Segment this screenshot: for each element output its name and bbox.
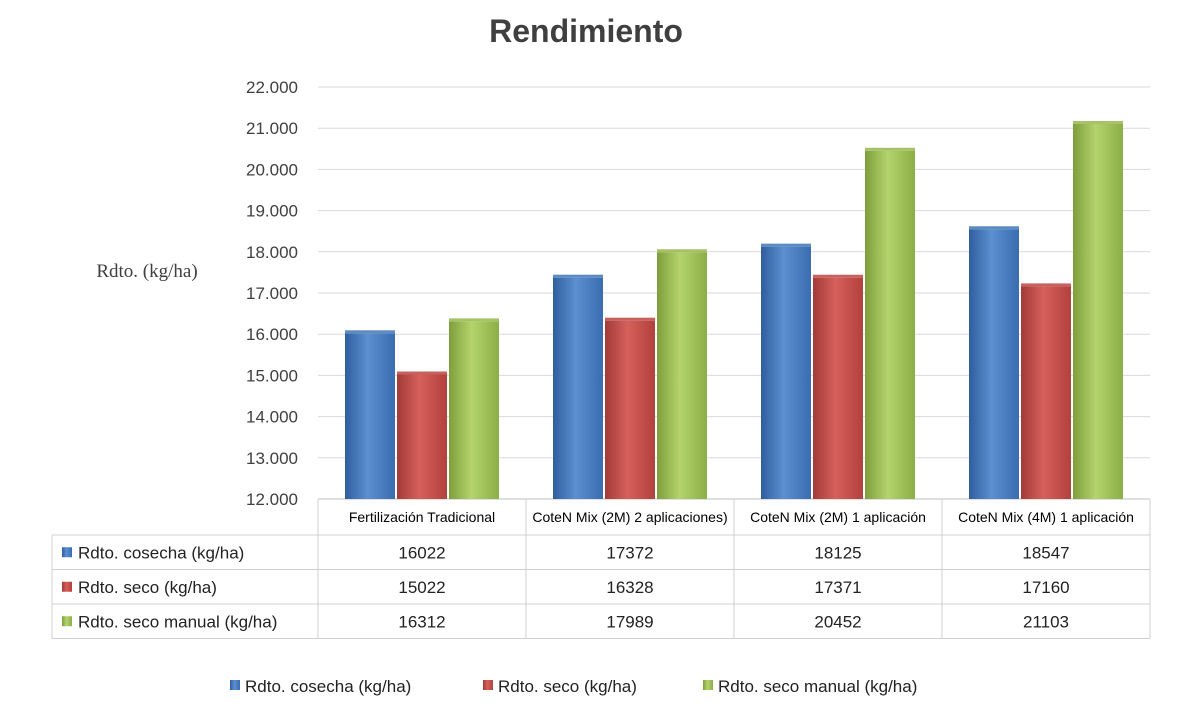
category-label: CoteN Mix (4M) 1 aplicación [958,509,1134,525]
table-cell: 16328 [606,578,653,597]
bar-top [1021,283,1071,287]
table-cell: 17989 [606,612,653,631]
bar-cosecha [553,277,603,499]
data-table: Rdto. cosecha (kg/ha) 16022 17372 18125 1854… [51,499,1151,639]
bar-top [657,249,707,253]
legend-swatch [230,680,240,690]
bar-top [1073,120,1123,124]
table-cell: 18125 [814,543,861,562]
y-tick-label: 21.000 [246,119,298,138]
table-cell: 17371 [814,578,861,597]
bar-cosecha [761,246,811,499]
legend: Rdto. cosecha (kg/ha) Rdto. seco (kg/ha) R… [230,677,917,696]
table-cell: 20452 [814,612,861,631]
y-tick-label: 15.000 [246,366,298,385]
bar-seco-manual [865,150,915,500]
table-row-label: Rdto. seco manual (kg/ha) [78,612,277,631]
table-legend-key [62,616,72,627]
table-cell: 17160 [1022,578,1069,597]
bar-top [605,317,655,321]
legend-swatch [483,680,493,690]
bars [345,120,1123,500]
table-cell: 16312 [398,612,445,631]
table-row-label: Rdto. cosecha (kg/ha) [78,543,244,562]
bar-cosecha [969,229,1019,499]
bar-top [553,274,603,278]
table-cell: 15022 [398,578,445,597]
bar-top [345,330,395,334]
bar-cosecha [345,333,395,499]
category-label: Fertilización Tradicional [349,509,495,525]
y-axis-label: Rdto. (kg/ha) [96,261,197,282]
table-legend-key [62,581,72,592]
table-cell: 16022 [398,543,445,562]
y-tick-label: 18.000 [246,243,298,262]
category-label: CoteN Mix (2M) 1 aplicación [750,509,926,525]
bar-top [761,243,811,247]
y-tick-label: 22.000 [246,78,298,97]
legend-label: Rdto. seco (kg/ha) [498,677,637,696]
bar-top [397,371,447,375]
y-tick-label: 17.000 [246,284,298,303]
legend-label: Rdto. cosecha (kg/ha) [245,677,411,696]
bar-seco-manual [1073,123,1123,500]
y-tick-label: 14.000 [246,408,298,427]
bar-seco-manual [449,321,499,499]
bar-top [865,147,915,151]
table-legend-key [62,547,72,558]
category-label: CoteN Mix (2M) 2 aplicaciones) [532,509,727,525]
bar-seco-manual [657,252,707,499]
y-tick-labels: 12.000 13.000 14.000 15.000 16.000 17.000 18.0… [246,78,298,509]
chart-title: Rendimiento [489,13,683,49]
table-cell: 18547 [1022,543,1069,562]
y-tick-label: 19.000 [246,202,298,221]
bar-top [449,318,499,322]
y-tick-label: 16.000 [246,325,298,344]
table-cell: 17372 [606,543,653,562]
bar-seco [605,320,655,499]
bar-top [969,226,1019,230]
y-tick-label: 12.000 [246,490,298,509]
bar-seco [397,374,447,499]
category-labels: Fertilización Tradicional CoteN Mix (2M) … [349,509,1134,525]
bar-seco [813,277,863,499]
legend-label: Rdto. seco manual (kg/ha) [718,677,917,696]
y-tick-label: 20.000 [246,160,298,179]
y-tick-label: 13.000 [246,449,298,468]
table-row-label: Rdto. seco (kg/ha) [78,578,217,597]
legend-swatch [703,680,713,690]
bar-seco [1021,286,1071,499]
bar-top [813,274,863,278]
table-cell: 21103 [1023,612,1069,631]
